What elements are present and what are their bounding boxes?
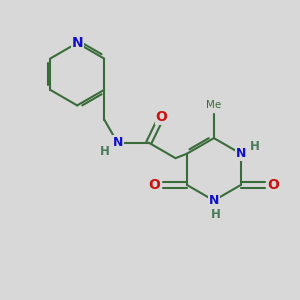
Text: N: N	[209, 194, 219, 207]
Text: N: N	[71, 36, 83, 50]
Text: Me: Me	[206, 100, 221, 110]
Text: H: H	[211, 208, 220, 221]
Text: O: O	[268, 178, 280, 192]
Text: N: N	[112, 136, 123, 149]
Text: H: H	[100, 145, 110, 158]
Text: H: H	[250, 140, 260, 153]
Text: O: O	[156, 110, 167, 124]
Text: O: O	[148, 178, 160, 192]
Text: N: N	[236, 147, 246, 160]
